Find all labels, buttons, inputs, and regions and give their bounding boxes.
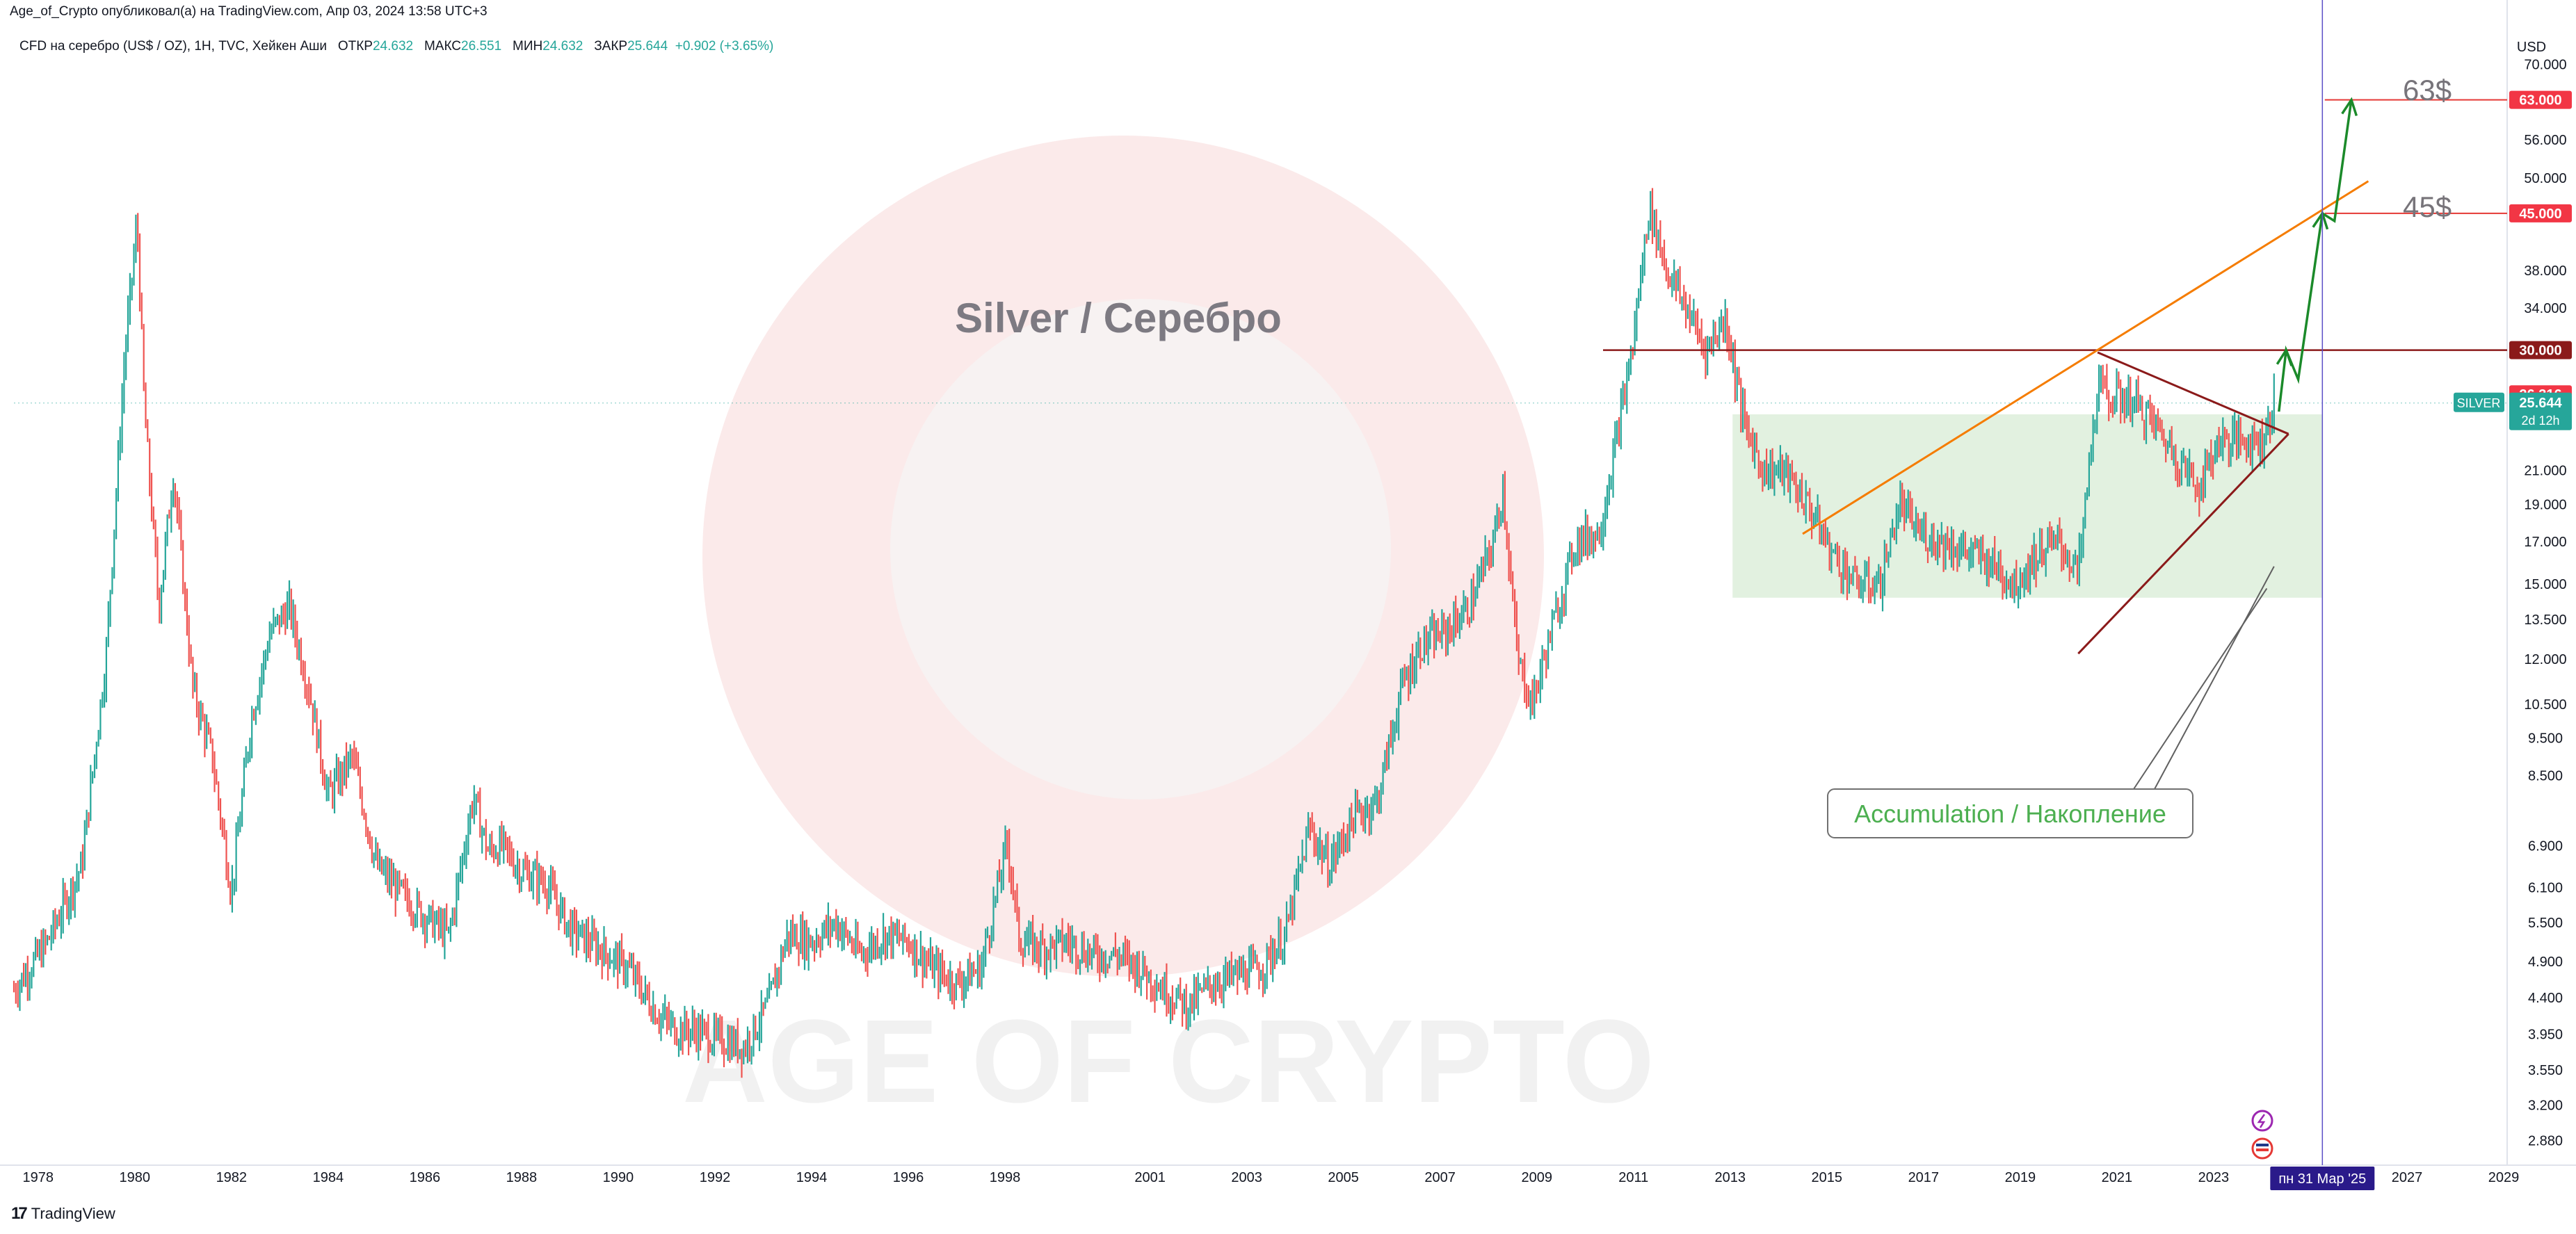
current-price-value: 25.644 xyxy=(2519,396,2562,411)
price-tick-5.500: 5.500 xyxy=(2528,916,2563,931)
time-tick-2019: 2019 xyxy=(2005,1170,2036,1185)
accumulation-callout xyxy=(1827,788,2193,838)
price-tick-56.000: 56.000 xyxy=(2524,133,2566,148)
price-tick-4.900: 4.900 xyxy=(2528,955,2563,970)
time-tick-2027: 2027 xyxy=(2392,1170,2423,1185)
time-tick-1982: 1982 xyxy=(216,1170,248,1185)
price-tick-21.000: 21.000 xyxy=(2524,464,2566,479)
open-value: 24.632 xyxy=(372,39,414,54)
time-tick-1996: 1996 xyxy=(893,1170,924,1185)
up-candles xyxy=(19,190,2275,1065)
current-price-badge xyxy=(2509,392,2572,430)
price-tick-38.000: 38.000 xyxy=(2524,263,2566,279)
symbol-name[interactable]: CFD на серебро (US$ / OZ), 1Н, TVC, Хейк… xyxy=(19,39,327,54)
flag-stripe-2 xyxy=(2256,1148,2269,1151)
price-tick-2.880: 2.880 xyxy=(2528,1134,2563,1149)
price-tick-3.950: 3.950 xyxy=(2528,1027,2563,1042)
time-tick-2029: 2029 xyxy=(2488,1170,2520,1185)
price-tick-6.100: 6.100 xyxy=(2528,881,2563,896)
price-tick-50.000: 50.000 xyxy=(2524,171,2566,186)
time-tick-2009: 2009 xyxy=(1521,1170,1552,1185)
callout-pointer-2 xyxy=(2154,566,2275,790)
time-tick-2001: 2001 xyxy=(1134,1170,1166,1185)
time-tick-2005: 2005 xyxy=(1328,1170,1359,1185)
flag-stripe-1 xyxy=(2256,1144,2269,1146)
crosshair-date-label: пн 31 Мар '25 xyxy=(2278,1171,2366,1187)
watermark-inner xyxy=(890,299,1391,799)
price-tick-6.900: 6.900 xyxy=(2528,839,2563,854)
time-tick-1992: 1992 xyxy=(700,1170,731,1185)
time-tick-1986: 1986 xyxy=(410,1170,441,1185)
time-tick-1978: 1978 xyxy=(23,1170,54,1185)
lightning-icon xyxy=(2251,1110,2273,1132)
forecast-arrowhead-3 xyxy=(2341,97,2358,117)
close-label: ЗАКР xyxy=(594,39,628,54)
time-tick-1998: 1998 xyxy=(990,1170,1021,1185)
time-tick-1988: 1988 xyxy=(506,1170,538,1185)
time-tick-2013: 2013 xyxy=(1715,1170,1746,1185)
price-badge-63: 63.000 xyxy=(2519,93,2561,108)
price-tick-4.400: 4.400 xyxy=(2528,991,2563,1006)
tradingview-logo[interactable]: 17 TradingView xyxy=(11,1204,115,1224)
price-tick-13.500: 13.500 xyxy=(2524,612,2566,628)
orange-trendline xyxy=(1802,180,2369,535)
time-tick-2021: 2021 xyxy=(2102,1170,2133,1185)
price-badge-63-bg xyxy=(2509,90,2572,109)
triangle-lower-line xyxy=(2077,433,2289,655)
price-tick-10.500: 10.500 xyxy=(2524,697,2566,713)
price-badge-30-bg xyxy=(2509,341,2572,359)
price-badge-30: 30.000 xyxy=(2519,343,2561,359)
watermark-text: AGE OF CRYPTO xyxy=(682,996,1655,1128)
brand-name: TradingView xyxy=(31,1205,115,1222)
close-value: 25.644 xyxy=(627,39,668,54)
tradingview-logo-icon: 17 xyxy=(11,1204,28,1223)
time-tick-1994: 1994 xyxy=(796,1170,828,1185)
price-tick-12.000: 12.000 xyxy=(2524,652,2566,667)
price-tick-3.200: 3.200 xyxy=(2528,1098,2563,1114)
time-tick-1980: 1980 xyxy=(120,1170,151,1185)
price-tick-9.500: 9.500 xyxy=(2528,731,2563,747)
lightning-bolt xyxy=(2257,1114,2266,1128)
symbol-legend: CFD на серебро (US$ / OZ), 1Н, TVC, Хейк… xyxy=(19,39,773,54)
price-badge-45-bg xyxy=(2509,204,2572,222)
price-tick-17.000: 17.000 xyxy=(2524,535,2566,550)
time-tick-2017: 2017 xyxy=(1908,1170,1940,1185)
price-tick-8.500: 8.500 xyxy=(2528,769,2563,784)
publisher-caption: Age_of_Crypto опубликовал(а) на TradingV… xyxy=(10,4,488,19)
down-candles xyxy=(13,188,2271,1078)
crosshair-date-bg xyxy=(2270,1167,2375,1190)
price-tick-70.000: 70.000 xyxy=(2524,58,2566,73)
time-tick-2007: 2007 xyxy=(1424,1170,1456,1185)
currency-label: USD xyxy=(2517,40,2546,55)
time-tick-1990: 1990 xyxy=(603,1170,634,1185)
price-tick-19.000: 19.000 xyxy=(2524,497,2566,512)
forecast-arrowhead-1 xyxy=(2276,347,2293,366)
low-label: МИН xyxy=(513,39,543,54)
price-tick-34.000: 34.000 xyxy=(2524,301,2566,316)
countdown-timer: 2d 12h xyxy=(2521,414,2559,428)
open-label: ОТКР xyxy=(337,39,373,54)
symbol-tag-bg xyxy=(2454,392,2504,412)
target-63-label: 63$ xyxy=(2403,74,2452,106)
time-tick-2003: 2003 xyxy=(1231,1170,1262,1185)
price-tick-15.000: 15.000 xyxy=(2524,577,2566,592)
high-value: 26.551 xyxy=(461,39,502,54)
low-value: 24.632 xyxy=(542,39,583,54)
triangle-upper-line xyxy=(2097,351,2289,435)
accumulation-label: Accumulation / Накопление xyxy=(1854,799,2166,828)
time-tick-2023: 2023 xyxy=(2198,1170,2230,1185)
time-tick-1984: 1984 xyxy=(313,1170,344,1185)
price-badge-45: 45.000 xyxy=(2519,206,2561,222)
symbol-tag: SILVER xyxy=(2457,396,2501,410)
forecast-path xyxy=(2278,99,2353,412)
high-label: МАКС xyxy=(424,39,462,54)
target-45-label: 45$ xyxy=(2403,190,2452,223)
change-value: +0.902 (+3.65%) xyxy=(675,39,774,54)
time-tick-2011: 2011 xyxy=(1618,1170,1648,1185)
time-tick-2015: 2015 xyxy=(1812,1170,1843,1185)
price-tick-3.550: 3.550 xyxy=(2528,1063,2563,1078)
chart-title: Silver / Серебро xyxy=(955,295,1282,341)
